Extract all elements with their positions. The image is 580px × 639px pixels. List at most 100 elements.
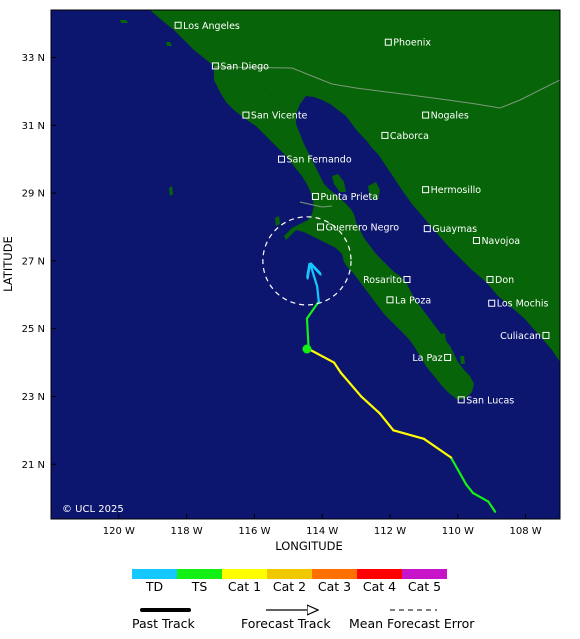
- city-square-icon: [444, 353, 452, 361]
- city-square-icon: [542, 331, 550, 339]
- city-square-icon: [386, 296, 394, 304]
- y-tick-label: 29 N: [22, 189, 45, 200]
- y-tick-label: 25 N: [22, 324, 45, 335]
- isla-san-clemente: [166, 42, 172, 46]
- isla-guadalupe: [169, 186, 173, 196]
- y-tick-label: 27 N: [22, 256, 45, 267]
- copyright-text: © UCL 2025: [62, 504, 124, 515]
- x-tick-label: 114 W: [306, 526, 338, 537]
- baja-peninsula: [214, 66, 474, 400]
- us-mexico-border: [213, 66, 560, 109]
- isla-san-jose: [441, 333, 446, 342]
- isla-cerralvo: [460, 356, 465, 364]
- city-marker: La Paz: [412, 353, 452, 364]
- city-marker: La Poza: [386, 295, 431, 306]
- y-tick-label: 31 N: [22, 121, 45, 132]
- city-marker: Guaymas: [423, 224, 477, 235]
- forecast-track-segment: [307, 347, 336, 364]
- city-label: Guaymas: [432, 224, 477, 235]
- forecast-track-label: Forecast Track: [241, 616, 331, 631]
- legend-category-label: Cat 3: [318, 579, 351, 594]
- forecast-track-segment: [310, 264, 317, 288]
- legend-swatch: [267, 569, 312, 579]
- y-tick-label: 23 N: [22, 392, 45, 403]
- city-square-icon: [403, 276, 411, 284]
- city-square-icon: [242, 111, 250, 119]
- forecast-track-segment: [392, 429, 425, 440]
- city-marker: Nogales: [422, 111, 469, 122]
- city-square-icon: [278, 155, 286, 163]
- city-square-icon: [381, 131, 389, 139]
- city-marker: San Vicente: [242, 111, 308, 122]
- city-label: Rosarito: [363, 275, 402, 286]
- city-marker: Guerrero Negro: [317, 222, 399, 233]
- mainland-landmass: [150, 10, 560, 362]
- city-marker: Don: [486, 275, 514, 286]
- legend-category-label: Cat 1: [228, 579, 261, 594]
- forecast-track-segment: [332, 361, 342, 374]
- forecast-error-circle: [262, 216, 352, 306]
- city-label: San Vicente: [251, 111, 308, 122]
- forecast-track-segment: [422, 437, 453, 459]
- legend-swatch: [312, 569, 357, 579]
- city-square-icon: [422, 111, 430, 119]
- forecast-track-segment: [471, 491, 490, 503]
- city-marker: Culiacan: [500, 331, 550, 342]
- legend-category-label: TS: [191, 579, 208, 594]
- legend-category-label: Cat 4: [363, 579, 396, 594]
- legend-swatch: [177, 569, 222, 579]
- city-marker: Caborca: [381, 131, 429, 142]
- isla-tiburon: [368, 182, 380, 200]
- y-axis-title: LATITUDE: [1, 236, 15, 292]
- city-square-icon: [472, 237, 480, 245]
- city-marker: Navojoa: [472, 236, 520, 247]
- forecast-track-segment: [449, 456, 468, 486]
- city-label: San Fernando: [287, 155, 352, 166]
- city-square-icon: [457, 396, 465, 404]
- legend-category-label: Cat 2: [273, 579, 306, 594]
- city-square-icon: [488, 299, 496, 307]
- forecast-track-segment: [465, 483, 475, 495]
- city-marker: Los Angeles: [174, 21, 240, 32]
- track-key-legend: Past Track Forecast Track Mean Forecast …: [132, 610, 475, 631]
- y-tick-label: 21 N: [22, 460, 45, 471]
- past-track-label: Past Track: [132, 616, 195, 631]
- legend-swatch: [132, 569, 177, 579]
- x-tick-label: 112 W: [374, 526, 406, 537]
- forecast-track-segment: [316, 285, 320, 303]
- x-axis-title: LONGITUDE: [275, 539, 343, 553]
- legend-swatch: [357, 569, 402, 579]
- city-label: La Poza: [395, 295, 431, 306]
- city-label: Don: [495, 275, 514, 286]
- category-legend: TD TS Cat 1 Cat 2 Cat 3 Cat 4 Cat 5: [132, 569, 447, 594]
- baja-state-border: [299, 201, 333, 208]
- city-label: Los Mochis: [497, 299, 549, 310]
- mean-error-label: Mean Forecast Error: [349, 616, 475, 631]
- city-marker: Phoenix: [384, 38, 431, 49]
- city-marker: Rosarito: [363, 275, 411, 286]
- city-square-icon: [486, 276, 494, 284]
- forecast-track-segment: [305, 317, 310, 351]
- isla-cedros: [275, 216, 280, 226]
- city-label: San Diego: [220, 61, 269, 72]
- city-marker: San Lucas: [457, 395, 514, 406]
- city-square-icon: [317, 223, 325, 231]
- current-position-marker: [302, 344, 312, 354]
- isla-angel-de-la-guarda: [332, 174, 346, 192]
- legend-category-label: Cat 5: [408, 579, 441, 594]
- legend-swatch: [222, 569, 267, 579]
- city-square-icon: [211, 62, 219, 70]
- isla-catalina: [120, 20, 128, 23]
- city-label: Navojoa: [481, 236, 520, 247]
- city-square-icon: [422, 186, 430, 194]
- city-marker: Los Mochis: [488, 299, 549, 310]
- forecast-track-segment: [487, 500, 497, 513]
- x-tick-label: 116 W: [238, 526, 270, 537]
- forecast-track-segment: [360, 395, 381, 415]
- city-label: Hermosillo: [431, 185, 482, 196]
- city-square-icon: [174, 21, 182, 29]
- city-label: Punta Prieta: [320, 192, 378, 203]
- city-square-icon: [384, 38, 392, 46]
- x-tick-label: 120 W: [103, 526, 135, 537]
